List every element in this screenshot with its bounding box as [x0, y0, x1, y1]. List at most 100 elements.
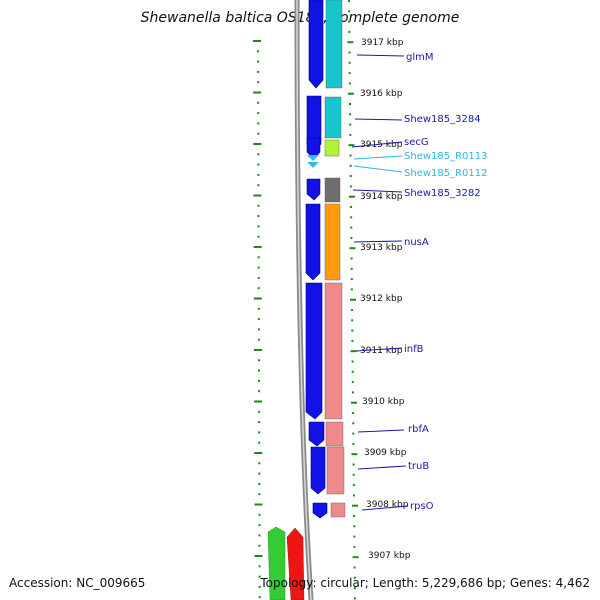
feature-boxes	[324, 0, 346, 518]
gene-label[interactable]: Shew185_3282	[404, 188, 481, 199]
ruler-label: 3914 kbp	[360, 192, 403, 202]
feature-arrow[interactable]	[305, 203, 321, 281]
ruler-tick	[350, 236, 353, 239]
scale-tick	[257, 153, 260, 156]
ruler-tick	[350, 226, 353, 229]
scale-tick	[253, 91, 262, 94]
feature-arrow[interactable]	[312, 502, 328, 519]
ruler-tick	[351, 309, 354, 311]
gene-label[interactable]: truB	[408, 461, 429, 472]
gene-label[interactable]: secG	[404, 137, 429, 148]
feature-arrow-red[interactable]	[286, 527, 305, 600]
ruler-label: 3916 kbp	[360, 89, 403, 99]
ruler-tick	[353, 525, 356, 528]
ruler-tick	[348, 195, 355, 198]
gene-label[interactable]: infB	[404, 344, 424, 355]
ruler-tick	[352, 412, 355, 414]
feature-box-salmon[interactable]	[324, 282, 343, 420]
ruler-tick	[350, 216, 353, 219]
leader-line	[354, 118, 403, 121]
scale-tick	[257, 50, 260, 53]
feature-arrow[interactable]	[308, 421, 325, 447]
leader-line	[353, 165, 403, 173]
gene-label[interactable]: glmM	[406, 52, 434, 63]
scale-tick	[258, 421, 261, 424]
gene-label[interactable]: Shew185_3284	[404, 114, 481, 125]
feature-box-salmon[interactable]	[326, 446, 345, 495]
scale-tick	[253, 246, 262, 248]
feature-arrow-green[interactable]	[267, 526, 286, 600]
leader-line	[361, 505, 409, 511]
scale-tick	[257, 276, 260, 279]
gene-label[interactable]: Shew185_R0112	[404, 168, 488, 179]
scale-tick	[253, 349, 262, 351]
scale-tick	[258, 472, 261, 475]
rna-chevron[interactable]	[307, 155, 319, 161]
gene-label[interactable]: Shew185_R0113	[404, 151, 488, 162]
scale-tick	[257, 184, 260, 187]
rna-leader-lines	[353, 155, 403, 173]
ruler-tick	[349, 154, 352, 157]
feature-box-gray[interactable]	[324, 177, 341, 203]
ruler-tick	[352, 504, 359, 507]
ruler-tick	[350, 267, 353, 270]
scale-tick	[258, 575, 261, 578]
gene-label[interactable]: rbfA	[408, 424, 429, 435]
feature-arrow[interactable]	[306, 178, 321, 201]
scale-tick	[254, 503, 263, 506]
ruler-tick	[350, 206, 353, 208]
backbone-line-inner	[296, 0, 312, 600]
feature-arrow[interactable]	[305, 282, 323, 420]
ruler-tick	[349, 113, 352, 116]
ruler-tick	[350, 278, 353, 281]
bottom-features	[267, 526, 305, 600]
scale-tick	[257, 132, 260, 135]
ruler-labels: 3917 kbp 3916 kbp 3915 kbp 3914 kbp 3913…	[360, 38, 411, 561]
feature-box-orange[interactable]	[324, 203, 341, 281]
scale-tick	[257, 266, 260, 269]
feature-box-cyan[interactable]	[325, 0, 343, 89]
gene-label[interactable]: rpsO	[410, 501, 434, 512]
scale-tick	[258, 596, 261, 599]
scale-tick	[257, 112, 260, 115]
ruler-tick	[352, 442, 355, 445]
scale-tick	[258, 524, 261, 527]
feature-arrow[interactable]	[308, 0, 324, 89]
scale-tick	[258, 441, 261, 444]
scale-tick	[257, 235, 260, 238]
scale-tick	[258, 513, 261, 516]
strand-features	[305, 0, 328, 519]
scale-tick	[257, 256, 260, 259]
ruler-tick	[353, 515, 356, 517]
ruler-tick	[347, 92, 354, 95]
feature-box-salmon[interactable]	[330, 502, 346, 518]
leader-line	[356, 54, 405, 57]
ruler-tick	[350, 288, 353, 291]
ruler-tick	[348, 51, 351, 54]
scale-tick	[257, 328, 260, 331]
gene-label[interactable]: nusA	[404, 237, 429, 248]
ruler-tick	[352, 494, 355, 497]
scale-tick	[257, 215, 260, 218]
scale-tick	[254, 452, 263, 454]
scale-tick	[257, 287, 260, 290]
ruler-tick	[352, 556, 359, 559]
scale-tick	[257, 173, 260, 176]
ruler-ticks	[347, 0, 359, 600]
feature-box-lime[interactable]	[324, 139, 340, 157]
ruler-tick	[351, 339, 354, 342]
feature-box-salmon[interactable]	[325, 421, 344, 447]
feature-box-cyan[interactable]	[324, 96, 342, 139]
ruler-tick	[348, 20, 351, 23]
leader-line	[352, 189, 403, 193]
ruler-tick	[353, 566, 356, 569]
ruler-tick	[352, 432, 355, 435]
ruler-tick	[349, 185, 352, 188]
ruler-label: 3911 kbp	[360, 346, 403, 356]
scale-tick	[257, 122, 260, 125]
rna-chevron[interactable]	[307, 162, 319, 168]
ruler-tick	[348, 30, 351, 33]
scale-tick	[257, 204, 260, 207]
feature-arrow[interactable]	[310, 446, 326, 495]
